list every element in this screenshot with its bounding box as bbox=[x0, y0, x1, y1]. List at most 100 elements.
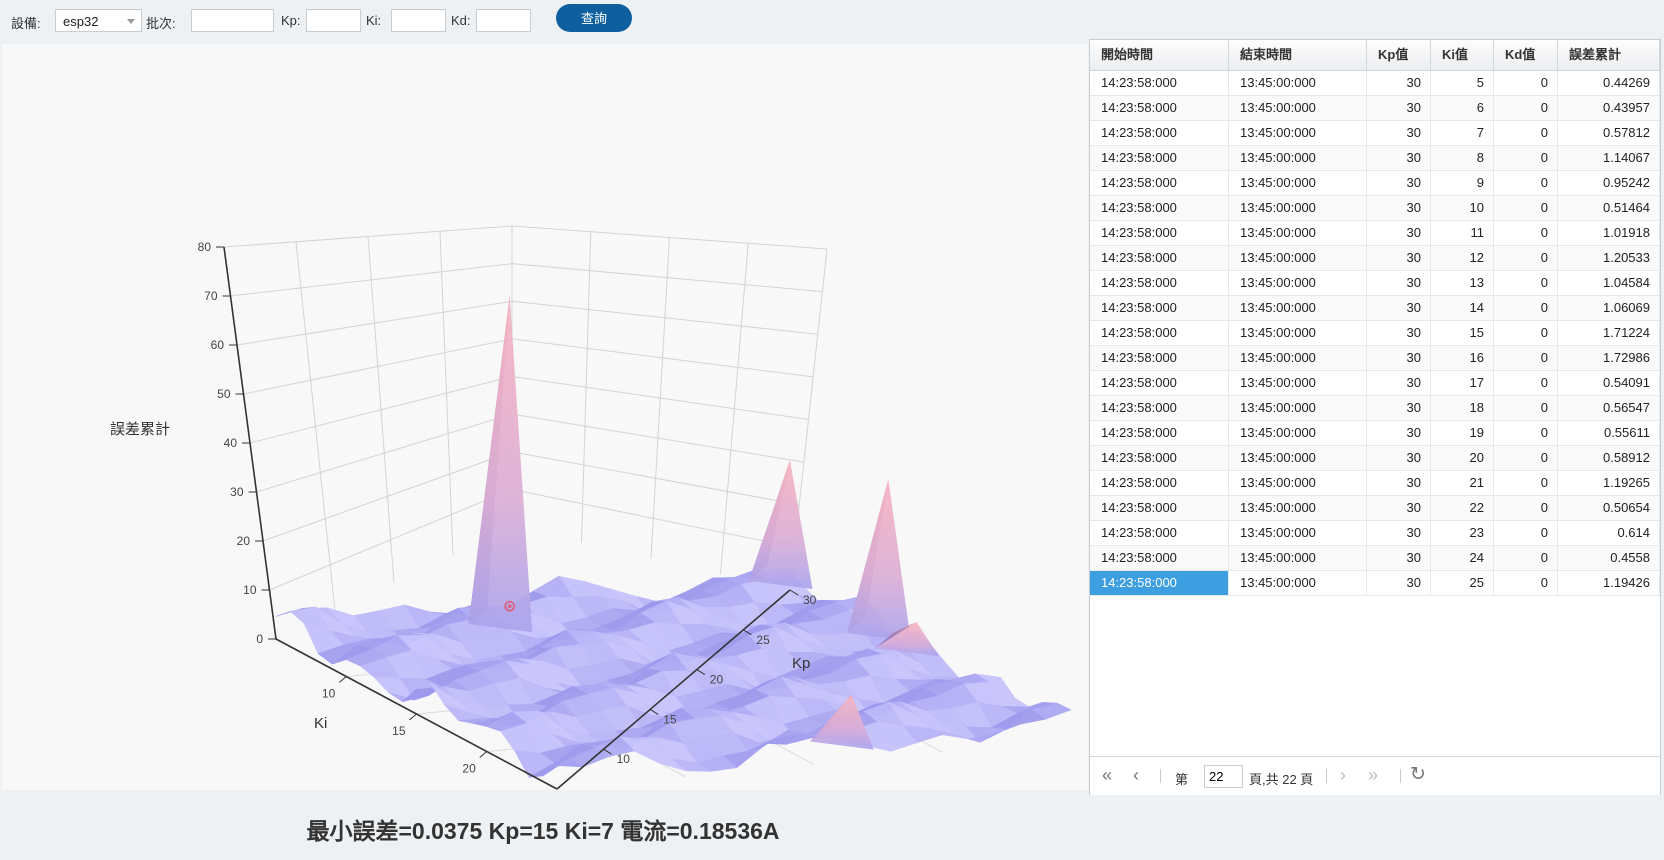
peak-face bbox=[847, 479, 911, 642]
table-row[interactable]: 14:23:58:000 13:45:00:000 30 6 0 0.43957 bbox=[1090, 96, 1660, 121]
chevron-right-icon[interactable]: › bbox=[1340, 765, 1346, 785]
cell-end-time: 13:45:00:000 bbox=[1229, 271, 1367, 295]
kp-tick-label: 25 bbox=[756, 633, 770, 647]
page-number-input[interactable] bbox=[1204, 765, 1243, 788]
header-end-time[interactable]: 結束時間 bbox=[1229, 40, 1367, 70]
cell-ki: 11 bbox=[1431, 221, 1494, 245]
peak-face bbox=[875, 622, 939, 657]
cell-error-sum: 0.43957 bbox=[1558, 96, 1660, 120]
table-row[interactable]: 14:23:58:000 13:45:00:000 30 23 0 0.614 bbox=[1090, 521, 1660, 546]
cell-error-sum: 0.56547 bbox=[1558, 396, 1660, 420]
header-error-sum[interactable]: 誤差累計 bbox=[1558, 40, 1660, 70]
cell-kp: 30 bbox=[1367, 121, 1431, 145]
kp-label: Kp: bbox=[281, 13, 301, 28]
cell-ki: 6 bbox=[1431, 96, 1494, 120]
table-row[interactable]: 14:23:58:000 13:45:00:000 30 8 0 1.14067 bbox=[1090, 146, 1660, 171]
cell-kp: 30 bbox=[1367, 146, 1431, 170]
cell-error-sum: 1.06069 bbox=[1558, 296, 1660, 320]
kp-tick-label: 20 bbox=[710, 673, 724, 687]
table-row[interactable]: 14:23:58:000 13:45:00:000 30 13 0 1.04584 bbox=[1090, 271, 1660, 296]
kp-tick-mark bbox=[649, 708, 659, 715]
grid-rows: 14:23:58:000 13:45:00:000 30 5 0 0.44269 14:23… bbox=[1090, 71, 1660, 596]
cell-end-time: 13:45:00:000 bbox=[1229, 396, 1367, 420]
ki-tick-mark bbox=[338, 676, 347, 683]
cell-end-time: 13:45:00:000 bbox=[1229, 121, 1367, 145]
table-row[interactable]: 14:23:58:000 13:45:00:000 30 7 0 0.57812 bbox=[1090, 121, 1660, 146]
cell-kd: 0 bbox=[1494, 571, 1558, 595]
cell-end-time: 13:45:00:000 bbox=[1229, 221, 1367, 245]
cell-error-sum: 0.51464 bbox=[1558, 196, 1660, 220]
table-row[interactable]: 14:23:58:000 13:45:00:000 30 5 0 0.44269 bbox=[1090, 71, 1660, 96]
cell-ki: 7 bbox=[1431, 121, 1494, 145]
cell-ki: 19 bbox=[1431, 421, 1494, 445]
kp-tick-mark bbox=[743, 629, 752, 636]
cell-kp: 30 bbox=[1367, 96, 1431, 120]
cell-kp: 30 bbox=[1367, 296, 1431, 320]
kp-tick-label: 30 bbox=[803, 593, 817, 607]
cell-start-time: 14:23:58:000 bbox=[1090, 446, 1229, 470]
table-row[interactable]: 14:23:58:000 13:45:00:000 30 24 0 0.4558 bbox=[1090, 546, 1660, 571]
cell-kp: 30 bbox=[1367, 221, 1431, 245]
surface-chart[interactable]: 0 10 20 30 40 50 60 70 80 10 15 20 10 15 20 25 30 誤差累計 K… bbox=[2, 44, 1088, 790]
table-row[interactable]: 14:23:58:000 13:45:00:000 30 10 0 0.51464 bbox=[1090, 196, 1660, 221]
grid-header: 開始時間 結束時間 Kp值 Ki值 Kd值 誤差累計 bbox=[1090, 40, 1660, 71]
cell-kd: 0 bbox=[1494, 321, 1558, 345]
gridline bbox=[256, 413, 804, 493]
header-ki[interactable]: Ki值 bbox=[1431, 40, 1494, 70]
batch-input[interactable] bbox=[191, 9, 274, 32]
cell-start-time: 14:23:58:000 bbox=[1090, 296, 1229, 320]
cell-kd: 0 bbox=[1494, 271, 1558, 295]
table-row[interactable]: 14:23:58:000 13:45:00:000 30 17 0 0.54091 bbox=[1090, 371, 1660, 396]
z-tick-label: 70 bbox=[204, 289, 218, 303]
table-row[interactable]: 14:23:58:000 13:45:00:000 30 19 0 0.55611 bbox=[1090, 421, 1660, 446]
cell-kd: 0 bbox=[1494, 546, 1558, 570]
kd-input[interactable] bbox=[476, 9, 531, 32]
cell-start-time: 14:23:58:000 bbox=[1090, 496, 1229, 520]
device-select[interactable]: esp32 bbox=[55, 9, 142, 32]
table-row[interactable]: 14:23:58:000 13:45:00:000 30 14 0 1.06069 bbox=[1090, 296, 1660, 321]
kp-tick-label: 15 bbox=[663, 712, 677, 726]
surface-chart-svg[interactable]: 0 10 20 30 40 50 60 70 80 10 15 20 10 15 20 25 30 誤差累計 K… bbox=[2, 44, 1088, 790]
header-start-time[interactable]: 開始時間 bbox=[1090, 40, 1229, 70]
table-row[interactable]: 14:23:58:000 13:45:00:000 30 21 0 1.19265 bbox=[1090, 471, 1660, 496]
cell-error-sum: 0.614 bbox=[1558, 521, 1660, 545]
chevron-left-icon[interactable]: ‹ bbox=[1133, 765, 1139, 785]
table-row[interactable]: 14:23:58:000 13:45:00:000 30 12 0 1.20533 bbox=[1090, 246, 1660, 271]
z-tick-label: 20 bbox=[237, 534, 251, 548]
double-chevron-left-icon[interactable]: « bbox=[1102, 765, 1113, 785]
refresh-icon[interactable]: ↻ bbox=[1410, 764, 1426, 785]
cell-ki: 9 bbox=[1431, 171, 1494, 195]
double-chevron-right-icon[interactable]: » bbox=[1368, 765, 1379, 785]
cell-error-sum: 1.72986 bbox=[1558, 346, 1660, 370]
cell-error-sum: 1.14067 bbox=[1558, 146, 1660, 170]
cell-end-time: 13:45:00:000 bbox=[1229, 371, 1367, 395]
cell-end-time: 13:45:00:000 bbox=[1229, 321, 1367, 345]
cell-error-sum: 0.4558 bbox=[1558, 546, 1660, 570]
table-row[interactable]: 14:23:58:000 13:45:00:000 30 16 0 1.72986 bbox=[1090, 346, 1660, 371]
tick-labels: 0 10 20 30 40 50 60 70 80 10 15 20 10 15 20 25 30 bbox=[198, 240, 817, 776]
table-row[interactable]: 14:23:58:000 13:45:00:000 30 15 0 1.71224 bbox=[1090, 321, 1660, 346]
batch-label: 批次: bbox=[146, 16, 176, 31]
table-row[interactable]: 14:23:58:000 13:45:00:000 30 20 0 0.58912 bbox=[1090, 446, 1660, 471]
kp-input[interactable] bbox=[306, 9, 361, 32]
cell-kd: 0 bbox=[1494, 396, 1558, 420]
summary-text: 最小誤差=0.0375 Kp=15 Ki=7 電流=0.18536A bbox=[306, 818, 780, 844]
ki-input[interactable] bbox=[391, 9, 446, 32]
header-kp[interactable]: Kp值 bbox=[1367, 40, 1431, 70]
header-kd[interactable]: Kd值 bbox=[1494, 40, 1558, 70]
ki-tick-mark bbox=[479, 751, 488, 758]
query-button[interactable]: 查詢 bbox=[556, 4, 632, 32]
table-row[interactable]: 14:23:58:000 13:45:00:000 30 22 0 0.50654 bbox=[1090, 496, 1660, 521]
pager-divider bbox=[1400, 769, 1401, 783]
cell-ki: 18 bbox=[1431, 396, 1494, 420]
table-row[interactable]: 14:23:58:000 13:45:00:000 30 9 0 0.95242 bbox=[1090, 171, 1660, 196]
cell-start-time: 14:23:58:000 bbox=[1090, 196, 1229, 220]
table-row[interactable]: 14:23:58:000 13:45:00:000 30 25 0 1.19426 bbox=[1090, 571, 1660, 596]
cell-error-sum: 0.44269 bbox=[1558, 71, 1660, 95]
cell-start-time: 14:23:58:000 bbox=[1090, 96, 1229, 120]
table-row[interactable]: 14:23:58:000 13:45:00:000 30 18 0 0.56547 bbox=[1090, 396, 1660, 421]
table-row[interactable]: 14:23:58:000 13:45:00:000 30 11 0 1.01918 bbox=[1090, 221, 1660, 246]
z-tick-label: 10 bbox=[243, 583, 257, 597]
cell-start-time: 14:23:58:000 bbox=[1090, 121, 1229, 145]
ki-tick-label: 15 bbox=[392, 724, 406, 738]
